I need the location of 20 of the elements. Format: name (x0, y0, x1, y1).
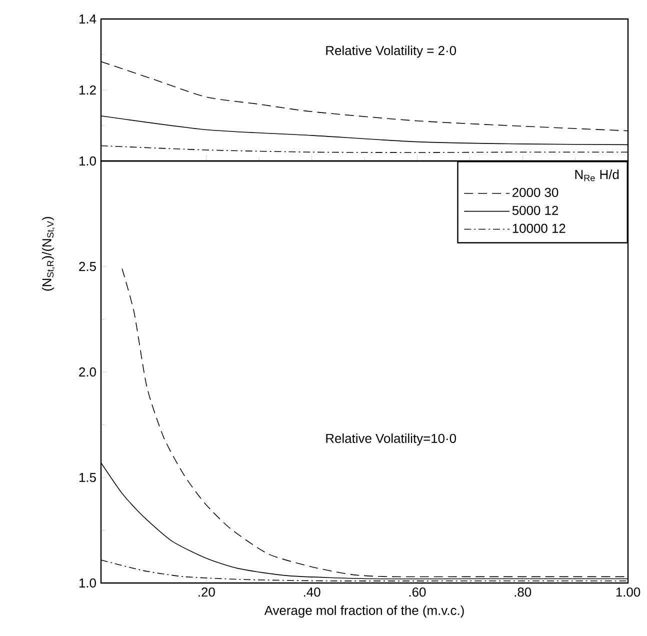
y-tick-label: 1.0 (79, 156, 96, 166)
y-tick-label: 1.0 (79, 578, 96, 588)
legend-label: 10000 12 (512, 224, 566, 233)
x-tick-label: 1.00 (616, 588, 640, 597)
x-tick-label: .40 (304, 588, 320, 597)
y-tick-label: 1.2 (79, 85, 96, 95)
x-axis-title: Average mol fraction of the (m.v.c.) (264, 606, 464, 618)
x-tick-label: .60 (409, 588, 426, 597)
legend-label: 2000 30 (512, 188, 558, 198)
legend-title: N$_{Re}$ H/d (575, 170, 619, 182)
y-tick-label: 2.5 (79, 262, 96, 272)
x-tick-label: .80 (514, 588, 532, 597)
annotation: Relative Volatility=10·0 (326, 433, 456, 446)
y-tick-label: 2.0 (79, 367, 96, 377)
y-tick-label: 1.4 (79, 14, 96, 24)
legend-label: 5000 12 (512, 206, 558, 215)
annotation: Relative Volatility = 2·0 (326, 46, 456, 58)
y-axis-title: (N$_{St,R}$)/(N$_{St,V}$) (42, 216, 55, 291)
y-tick-label: 1.5 (79, 472, 96, 482)
x-tick-label: .20 (198, 588, 215, 597)
